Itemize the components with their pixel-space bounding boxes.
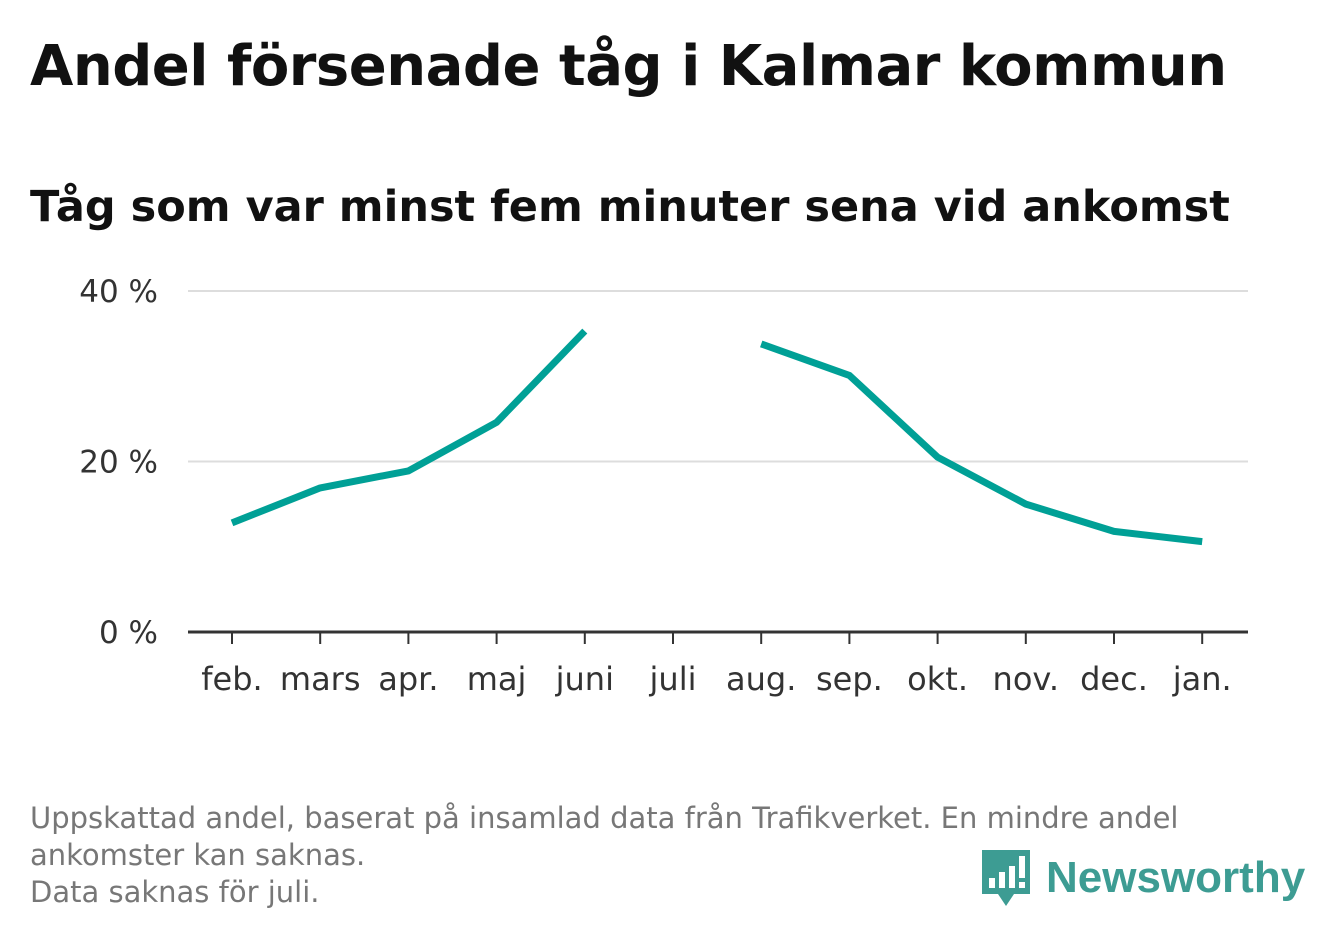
x-tick-label: jan. — [1172, 660, 1232, 698]
footnote: Uppskattad andel, baserat på insamlad da… — [30, 800, 1280, 911]
x-tick-label: mars — [280, 660, 361, 698]
y-tick-label: 20 % — [79, 445, 158, 481]
line-chart: 0 % 20 % 40 % feb. mars apr. maj juni juli aug. se… — [79, 274, 1248, 698]
footnote-line: Data saknas för juli. — [30, 875, 320, 909]
x-tick-label: aug. — [726, 660, 796, 698]
x-tick-label: feb. — [201, 660, 262, 698]
newsworthy-logo: Newsworthy — [980, 848, 1305, 908]
brand-name: Newsworthy — [1046, 853, 1306, 902]
footnote-line: ankomster kan saknas. — [30, 838, 366, 872]
x-tick-label: nov. — [993, 660, 1059, 698]
x-tick-label: juli — [649, 660, 697, 698]
x-tick-label: juni — [555, 660, 614, 698]
x-tick-label: maj — [467, 660, 527, 698]
x-tick-label: dec. — [1080, 660, 1148, 698]
chart-subtitle: Tåg som var minst fem minuter sena vid a… — [30, 182, 1230, 232]
x-tick-label: apr. — [378, 660, 438, 698]
series-line — [230, 328, 588, 527]
footnote-line: Uppskattad andel, baserat på insamlad da… — [30, 801, 1179, 835]
x-tick-label: sep. — [816, 660, 883, 698]
y-tick-label: 40 % — [79, 274, 158, 310]
x-tick-label: okt. — [907, 660, 968, 698]
chart-title: Andel försenade tåg i Kalmar kommun — [30, 34, 1227, 99]
y-tick-label: 0 % — [99, 615, 158, 651]
bar-chart-speech-icon — [982, 850, 1030, 906]
series-line — [760, 340, 1203, 546]
